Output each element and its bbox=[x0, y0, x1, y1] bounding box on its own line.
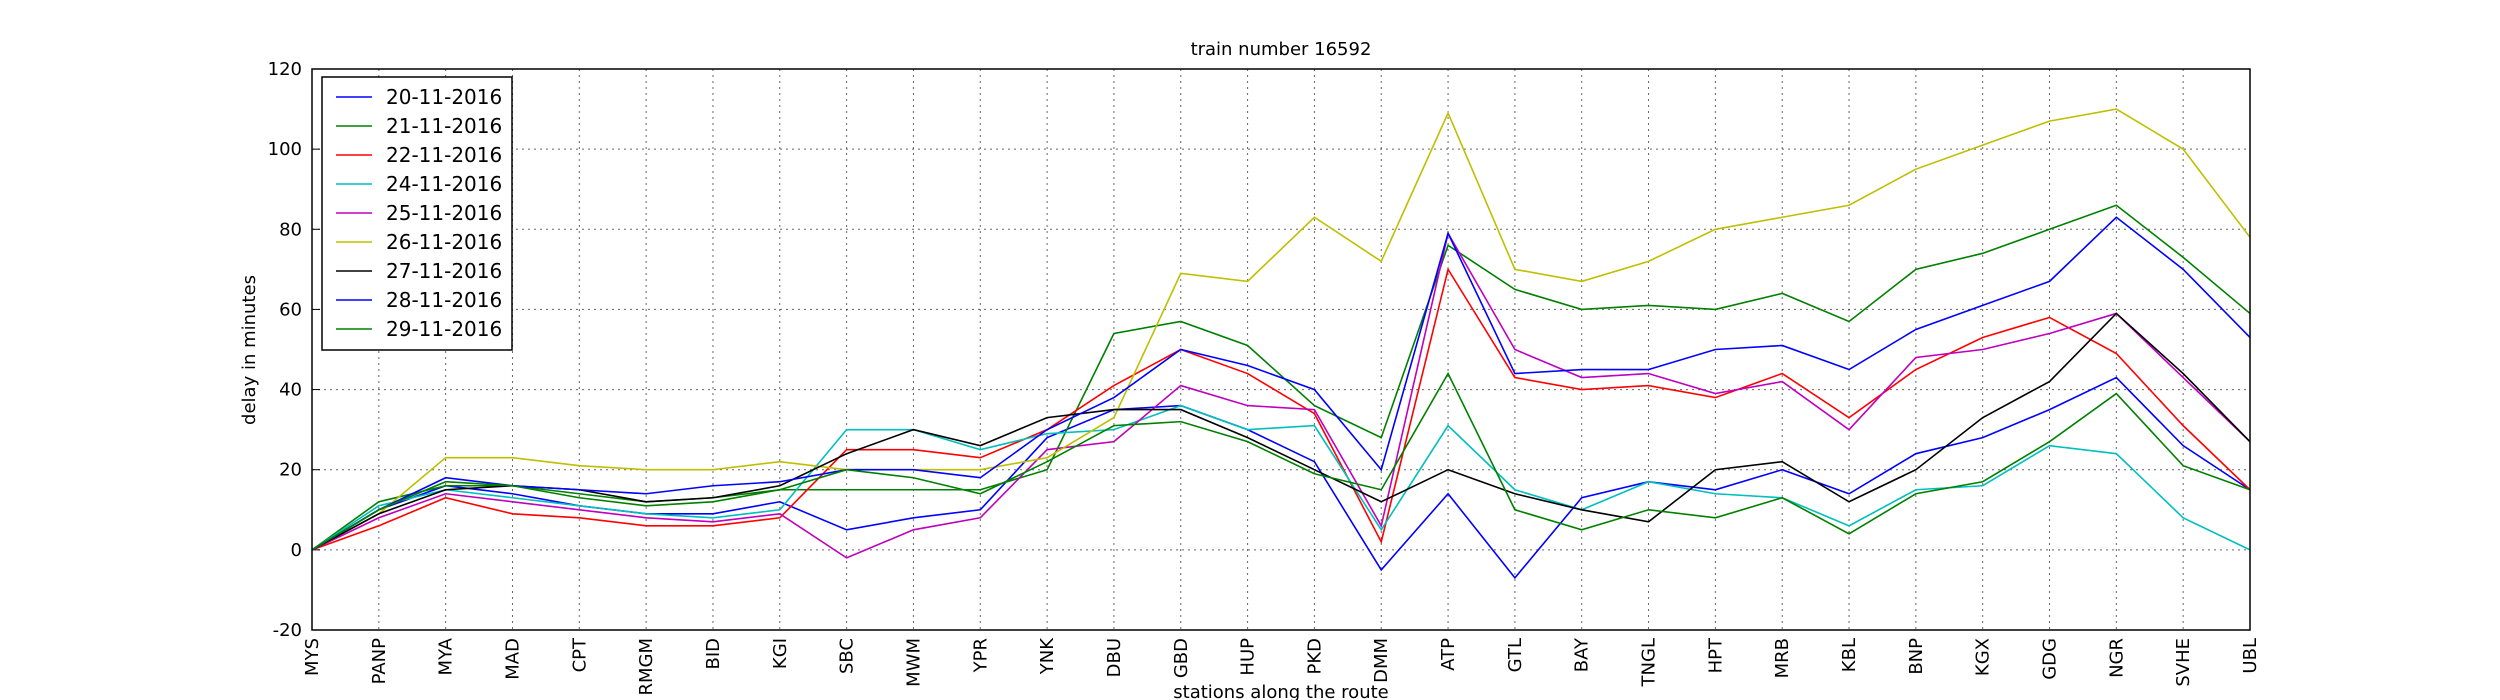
y-tick-label: 80 bbox=[279, 219, 302, 240]
x-tick-label: KGI bbox=[770, 638, 791, 669]
series-line bbox=[311, 404, 2251, 551]
x-tick-label: NGR bbox=[2106, 638, 2127, 678]
x-tick-label: GTL bbox=[1505, 638, 1526, 672]
x-axis-label: stations along the route bbox=[1173, 682, 1388, 700]
x-tick-label: MWM bbox=[903, 638, 924, 687]
legend-label: 25-11-2016 bbox=[386, 201, 502, 225]
legend-label: 21-11-2016 bbox=[386, 114, 502, 138]
x-tick-label: KGX bbox=[1973, 638, 1994, 676]
series-line bbox=[311, 267, 2251, 551]
plot-frame bbox=[311, 68, 2251, 631]
y-axis-label: delay in minutes bbox=[239, 275, 260, 425]
x-tick-label: YNK bbox=[1037, 637, 1058, 675]
legend-label: 27-11-2016 bbox=[386, 259, 502, 283]
x-tick-label: GDG bbox=[2040, 638, 2061, 680]
series-line bbox=[311, 312, 2251, 551]
x-tick-label: PKD bbox=[1304, 638, 1325, 675]
x-tick-label: TNGL bbox=[1639, 638, 1660, 687]
x-tick-label: GBD bbox=[1171, 638, 1192, 678]
x-tick-label: MRB bbox=[1772, 638, 1793, 678]
legend-box bbox=[321, 76, 513, 351]
x-tick-label: DBU bbox=[1104, 638, 1125, 677]
x-tick-label: BAY bbox=[1572, 637, 1593, 672]
x-tick-label: MYS bbox=[302, 638, 323, 676]
y-tick-label: 0 bbox=[291, 540, 302, 561]
x-tick-label: DMM bbox=[1371, 638, 1392, 683]
legend-label: 24-11-2016 bbox=[386, 172, 502, 196]
x-tick-label: MAD bbox=[502, 638, 523, 680]
x-tick-label: YPR bbox=[970, 638, 991, 673]
y-tick-label: -20 bbox=[273, 620, 302, 641]
chart-title: train number 16592 bbox=[1191, 39, 1372, 60]
x-tick-label: SVHE bbox=[2173, 638, 2194, 687]
x-tick-label: RMGM bbox=[636, 638, 657, 696]
series-line bbox=[311, 216, 2251, 551]
y-tick-label: 120 bbox=[268, 59, 302, 80]
legend-label: 29-11-2016 bbox=[386, 317, 502, 341]
x-tick-label: CPT bbox=[569, 637, 590, 672]
x-tick-label: BNP bbox=[1906, 638, 1927, 675]
y-tick-label: 40 bbox=[279, 380, 302, 401]
legend-label: 28-11-2016 bbox=[386, 288, 502, 312]
x-tick-label: KBL bbox=[1839, 638, 1860, 672]
x-tick-label: ATP bbox=[1438, 638, 1459, 671]
y-tick-label: 100 bbox=[268, 139, 302, 160]
series-line bbox=[311, 371, 2251, 551]
legend-label: 20-11-2016 bbox=[386, 85, 502, 109]
x-tick-label: HUP bbox=[1238, 638, 1259, 676]
x-tick-label: SBC bbox=[837, 638, 858, 674]
series-line bbox=[311, 108, 2251, 551]
legend-label: 26-11-2016 bbox=[386, 230, 502, 254]
x-tick-label: BID bbox=[703, 638, 724, 670]
x-tick-label: UBL bbox=[2240, 638, 2261, 674]
x-tick-label: PANP bbox=[369, 638, 390, 684]
legend-label: 22-11-2016 bbox=[386, 143, 502, 167]
y-tick-label: 60 bbox=[279, 299, 302, 320]
x-tick-label: MYA bbox=[436, 637, 457, 675]
y-tick-label: 20 bbox=[279, 460, 302, 481]
series-line bbox=[311, 231, 2251, 559]
x-tick-label: HPT bbox=[1705, 637, 1726, 673]
